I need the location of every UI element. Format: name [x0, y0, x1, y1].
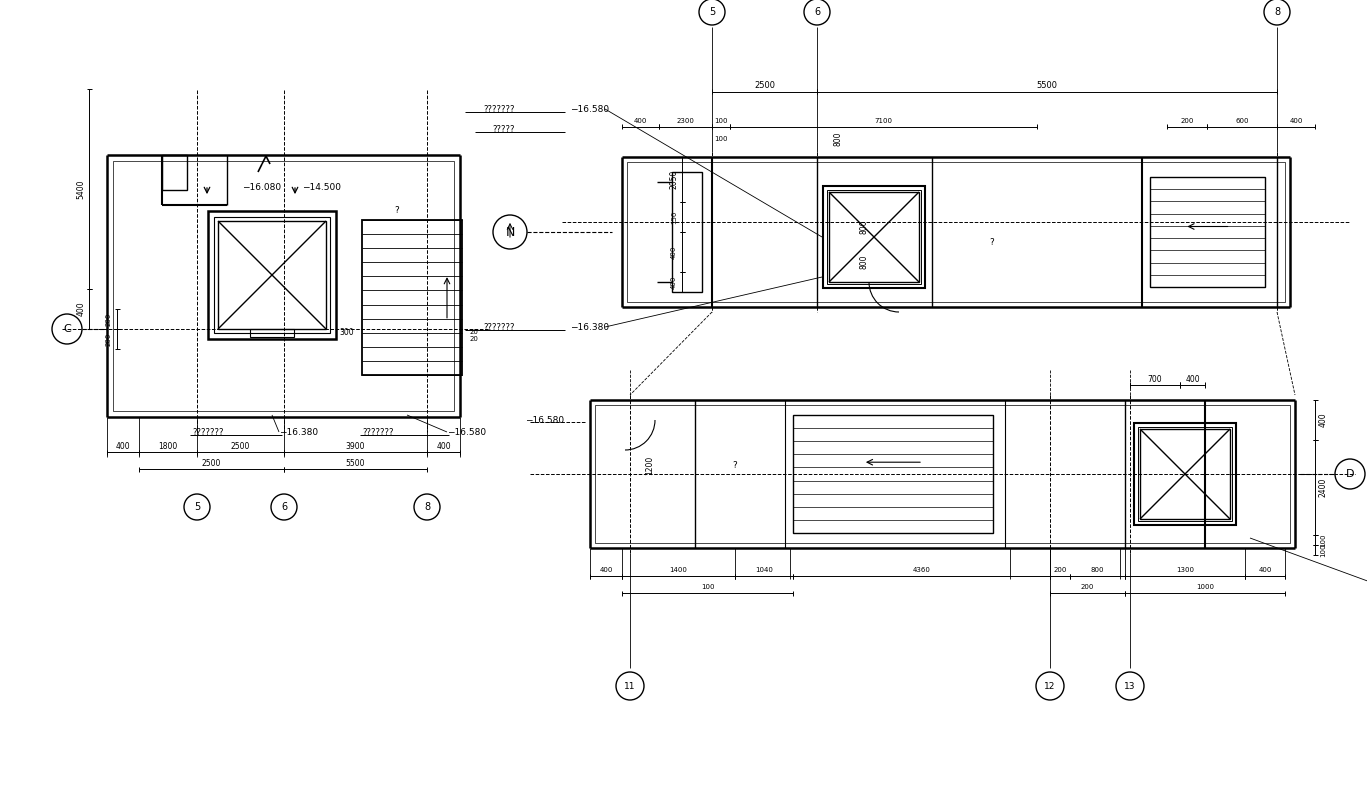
- Bar: [627, 162, 1285, 302]
- Text: 400: 400: [599, 567, 612, 573]
- Text: 400: 400: [1319, 413, 1327, 427]
- Text: 11: 11: [625, 682, 636, 691]
- Text: 8: 8: [1274, 7, 1280, 17]
- Text: 5500: 5500: [1036, 81, 1058, 90]
- Text: 2500: 2500: [202, 459, 221, 468]
- Text: 400: 400: [634, 118, 647, 124]
- Text: 800: 800: [860, 220, 868, 234]
- Text: 200: 200: [1180, 118, 1193, 124]
- Text: 800: 800: [860, 254, 868, 269]
- Text: 2050: 2050: [670, 170, 678, 189]
- Text: 2300: 2300: [677, 118, 694, 124]
- Bar: [250, 329, 294, 337]
- Bar: [362, 220, 462, 375]
- Bar: [217, 221, 325, 329]
- Text: 100: 100: [714, 136, 727, 142]
- Text: ???????: ???????: [191, 427, 223, 436]
- Bar: [673, 172, 703, 292]
- Text: 13: 13: [1124, 682, 1136, 691]
- Bar: [163, 155, 187, 190]
- Text: 2400: 2400: [1319, 478, 1327, 497]
- Text: 3900: 3900: [346, 441, 365, 451]
- Bar: [1137, 427, 1232, 521]
- Text: 400: 400: [1185, 374, 1200, 383]
- Text: 5: 5: [709, 7, 715, 17]
- Text: 4360: 4360: [913, 567, 931, 573]
- Text: 150: 150: [671, 210, 677, 224]
- Text: ?: ?: [990, 237, 994, 246]
- Text: 100: 100: [1321, 543, 1326, 557]
- Text: 5500: 5500: [346, 459, 365, 468]
- Text: 400: 400: [77, 302, 86, 316]
- Text: 400: 400: [671, 246, 677, 258]
- Text: 700: 700: [1148, 374, 1162, 383]
- Text: 7100: 7100: [875, 118, 893, 124]
- Bar: [1150, 177, 1264, 287]
- Text: 400: 400: [1258, 567, 1271, 573]
- Text: ???????: ???????: [362, 427, 394, 436]
- Bar: [113, 161, 454, 411]
- Text: 1200: 1200: [645, 456, 655, 475]
- Text: −16.380: −16.380: [279, 427, 319, 436]
- Text: 200: 200: [107, 312, 112, 326]
- Text: 5: 5: [194, 502, 200, 512]
- Text: ???????: ???????: [484, 105, 515, 114]
- Text: 200: 200: [1054, 567, 1066, 573]
- Text: 6: 6: [282, 502, 287, 512]
- Text: 400: 400: [116, 441, 130, 451]
- Text: ?: ?: [395, 205, 399, 214]
- Text: 1040: 1040: [755, 567, 772, 573]
- Text: 2500: 2500: [231, 441, 250, 451]
- Bar: [793, 415, 992, 533]
- Text: −16.080: −16.080: [242, 184, 282, 192]
- Text: 800: 800: [1091, 567, 1105, 573]
- Bar: [1140, 429, 1230, 519]
- Text: 1800: 1800: [159, 441, 178, 451]
- Bar: [1135, 423, 1236, 525]
- Bar: [595, 405, 1290, 543]
- Text: 200: 200: [107, 332, 112, 345]
- Text: −16.580: −16.580: [570, 105, 610, 114]
- Text: 1300: 1300: [1176, 567, 1193, 573]
- Text: 100: 100: [1321, 533, 1326, 547]
- Text: 6: 6: [813, 7, 820, 17]
- Text: 100: 100: [714, 118, 727, 124]
- Text: C: C: [63, 324, 71, 334]
- Text: N: N: [506, 225, 515, 238]
- Text: 600: 600: [1236, 118, 1248, 124]
- Bar: [827, 190, 921, 284]
- Text: 400: 400: [1289, 118, 1303, 124]
- Bar: [215, 217, 329, 333]
- Text: ???????: ???????: [484, 323, 515, 332]
- Text: −16.380: −16.380: [570, 323, 610, 332]
- Text: 2500: 2500: [755, 81, 775, 90]
- Text: 800: 800: [834, 132, 842, 147]
- Text: 100: 100: [701, 584, 714, 590]
- Text: 20: 20: [470, 329, 478, 335]
- Text: D: D: [1345, 469, 1355, 479]
- Bar: [823, 186, 925, 288]
- Text: −16.580: −16.580: [525, 415, 565, 424]
- Text: ?????: ?????: [492, 125, 515, 134]
- Text: 1000: 1000: [1196, 584, 1214, 590]
- Text: 8: 8: [424, 502, 431, 512]
- Bar: [828, 192, 919, 282]
- Text: ?: ?: [733, 460, 737, 469]
- Text: 5400: 5400: [77, 180, 86, 199]
- Text: 12: 12: [1044, 682, 1055, 691]
- Text: 1400: 1400: [670, 567, 688, 573]
- Bar: [208, 211, 336, 339]
- Text: 400: 400: [671, 275, 677, 289]
- Text: −14.500: −14.500: [302, 184, 340, 192]
- Text: 300: 300: [339, 328, 354, 337]
- Text: 200: 200: [1081, 584, 1094, 590]
- Text: 20: 20: [470, 336, 478, 342]
- Text: −16.580: −16.580: [447, 427, 487, 436]
- Text: 400: 400: [436, 441, 451, 451]
